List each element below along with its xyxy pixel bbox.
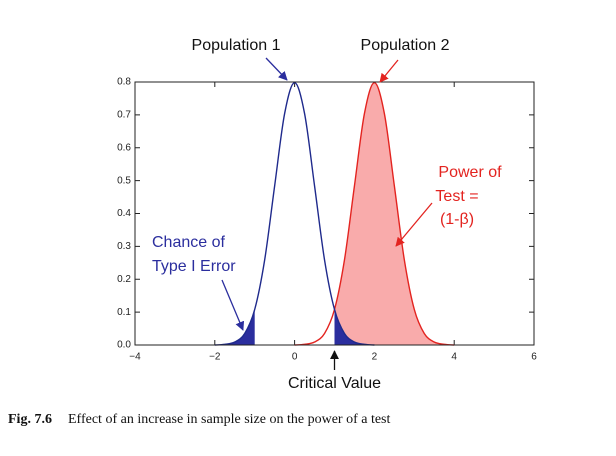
x-tick-label: 0 bbox=[292, 352, 298, 363]
x-tick-label: 6 bbox=[531, 352, 537, 363]
annotation: Power of bbox=[438, 164, 502, 181]
area bbox=[334, 82, 455, 345]
series-label: Population 2 bbox=[361, 37, 450, 54]
x-tick-label: −4 bbox=[129, 352, 141, 363]
arrow bbox=[395, 202, 433, 247]
y-tick-label: 0.7 bbox=[117, 110, 131, 121]
plot-frame bbox=[134, 81, 535, 346]
caption: Effect of an increase in sample size on … bbox=[68, 412, 391, 427]
y-tick-label: 0.2 bbox=[117, 274, 131, 285]
line bbox=[294, 81, 455, 346]
arrow bbox=[265, 57, 288, 81]
annotation: Chance of bbox=[152, 234, 225, 251]
annotation: (1-β) bbox=[440, 211, 474, 228]
arrow bbox=[379, 59, 399, 83]
x-axis-label: Critical Value bbox=[288, 375, 381, 392]
y-tick-label: 0.0 bbox=[117, 340, 131, 351]
annotation: Type I Error bbox=[152, 258, 236, 275]
y-tick-label: 0.4 bbox=[117, 208, 131, 219]
y-tick-label: 0.8 bbox=[117, 77, 131, 88]
annotation: Test = bbox=[435, 188, 478, 205]
arrow bbox=[221, 279, 245, 331]
plot-frame bbox=[134, 81, 535, 346]
x-tick-label: −2 bbox=[209, 352, 221, 363]
y-tick-label: 0.6 bbox=[117, 142, 131, 153]
caption-label: Fig. 7.6 bbox=[8, 412, 52, 427]
x-tick-label: 4 bbox=[451, 352, 457, 363]
y-tick-label: 0.1 bbox=[117, 307, 131, 318]
x-tick-label: 2 bbox=[372, 352, 378, 363]
y-tick-label: 0.5 bbox=[117, 175, 131, 186]
series-label: Population 1 bbox=[192, 37, 281, 54]
line bbox=[214, 81, 375, 346]
y-tick-label: 0.3 bbox=[117, 241, 131, 252]
plot-area: 0.0 0.1 0.2 0.3 0.4 0.5 0.6 0.7 0.8 −4 −2 0 2 4 6 bbox=[117, 77, 537, 363]
